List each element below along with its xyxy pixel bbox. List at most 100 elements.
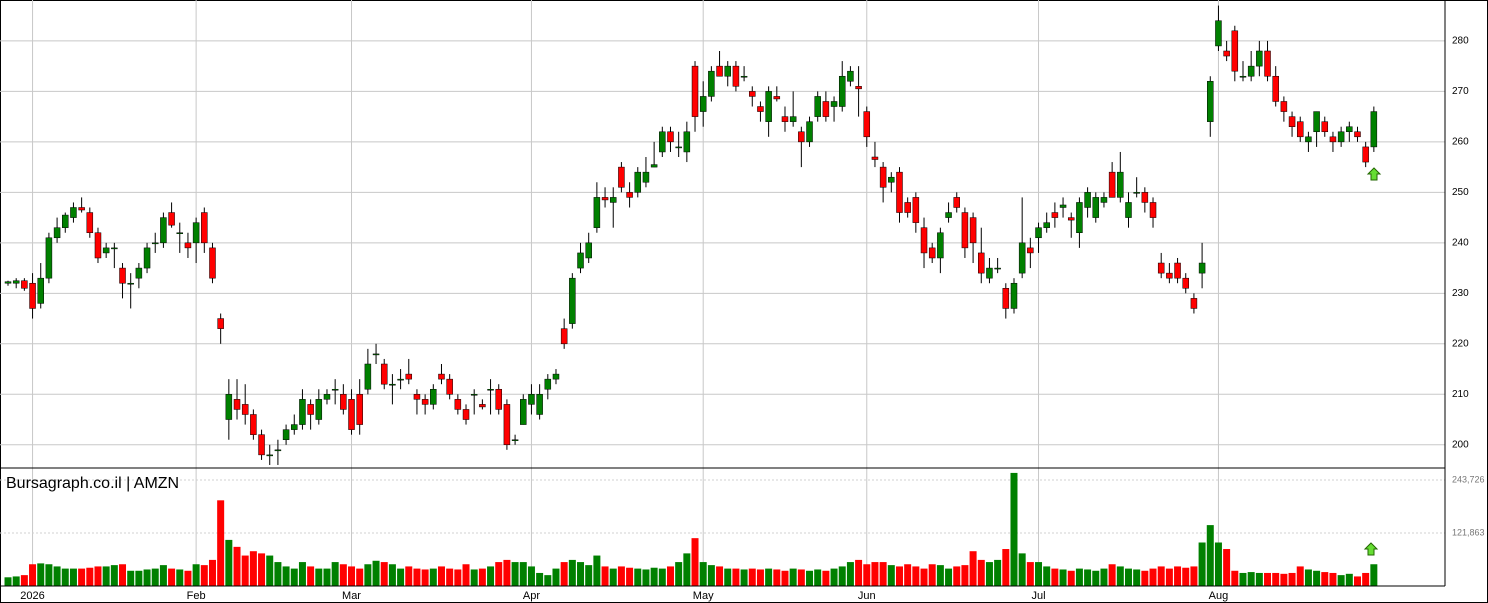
y-tick-label: 280 [1452, 36, 1469, 47]
y-tick-label: 260 [1452, 137, 1469, 148]
volume-bar [241, 555, 249, 586]
volume-bar [78, 568, 86, 586]
volume-bar [470, 569, 478, 586]
volume-bar [1321, 572, 1329, 586]
candle-body [937, 232, 944, 259]
volume-bar [806, 570, 814, 586]
candle-body [699, 96, 707, 112]
candle-body [307, 404, 314, 415]
candle-body [421, 399, 429, 405]
candle-body [495, 388, 502, 410]
volume-bar [348, 566, 356, 586]
volume-bar [1108, 564, 1116, 586]
volume-bar [511, 562, 519, 586]
candle-body [896, 171, 903, 213]
volume-bar [69, 568, 77, 586]
candle-body [659, 131, 666, 153]
volume-bar [544, 575, 552, 586]
volume-bar [838, 566, 846, 586]
candle-body [863, 111, 871, 138]
volume-bar [184, 570, 192, 586]
candle-body [37, 277, 44, 304]
volume-bar [380, 562, 388, 586]
volume-bar [1084, 569, 1092, 586]
candle-body [70, 207, 77, 218]
candle-body [708, 70, 715, 97]
candle-body [1125, 202, 1132, 218]
volume-bar [61, 568, 69, 586]
volume-bar [1075, 568, 1083, 586]
volume-bar [716, 566, 724, 586]
volume-bar [936, 565, 944, 586]
candle-body [1288, 116, 1296, 127]
volume-bar [192, 564, 200, 586]
volume-bar [1149, 568, 1157, 586]
candle-body [1182, 277, 1189, 289]
candle-body [1043, 222, 1050, 228]
volume-bar [323, 568, 331, 586]
y-tick-label: 200 [1452, 439, 1469, 450]
candle-body [233, 399, 241, 410]
candle-body [585, 242, 592, 259]
volume-bar [478, 568, 486, 586]
candle-body [4, 281, 12, 284]
volume-bar [1206, 525, 1214, 586]
chart-title: Bursagraph.co.il | AMZN [6, 475, 179, 492]
candle-body [53, 227, 61, 239]
candle-body [372, 353, 380, 356]
candle-body [560, 328, 568, 345]
candle-body [536, 394, 543, 415]
volume-bar [397, 568, 405, 586]
candle-body [470, 394, 478, 396]
candle-body [438, 373, 445, 380]
volume-bar [1214, 542, 1222, 586]
volume-bar [846, 562, 854, 586]
volume-bar [1239, 572, 1247, 586]
candle-body [1264, 50, 1271, 77]
candle-body [1198, 262, 1206, 274]
volume-bar [626, 567, 634, 586]
volume-bar [20, 575, 28, 586]
volume-bar [1116, 566, 1124, 586]
volume-bar [462, 564, 470, 586]
candle-body [904, 202, 911, 213]
candle-body [356, 394, 363, 425]
candle-body [1280, 101, 1288, 112]
candle-body [577, 252, 584, 269]
candle-body [928, 247, 936, 259]
volume-bar [1247, 572, 1255, 586]
volume-bar [298, 562, 306, 586]
candle-body [609, 197, 617, 203]
volume-bar [814, 569, 822, 586]
candle-body [209, 247, 216, 279]
volume-bar [1272, 572, 1280, 586]
candle-body [511, 439, 519, 441]
candle-body [1362, 146, 1369, 163]
candle-body [45, 237, 53, 279]
volume-bar [1043, 566, 1051, 586]
volume-bar [658, 568, 666, 586]
candle-body [225, 394, 233, 420]
volume-bar [1280, 573, 1288, 586]
candle-body [740, 75, 748, 78]
candle-body [1035, 227, 1042, 239]
volume-bar [773, 569, 781, 586]
volume-bar [1092, 570, 1100, 586]
volume-bar [331, 562, 339, 586]
candle-body [855, 86, 862, 90]
candle-body [994, 267, 1001, 270]
volume-bar [650, 567, 658, 586]
candle-body [135, 267, 143, 279]
candle-body [12, 280, 20, 284]
candle-body [102, 247, 110, 254]
volume-bar [536, 572, 544, 586]
volume-bar [904, 564, 912, 586]
volume-bar [666, 566, 674, 586]
volume-bar [37, 563, 45, 586]
candle-body [1313, 111, 1320, 133]
volume-bar [699, 562, 707, 586]
volume-bar [110, 565, 118, 586]
candle-body [462, 409, 470, 420]
candle-body [348, 399, 355, 430]
